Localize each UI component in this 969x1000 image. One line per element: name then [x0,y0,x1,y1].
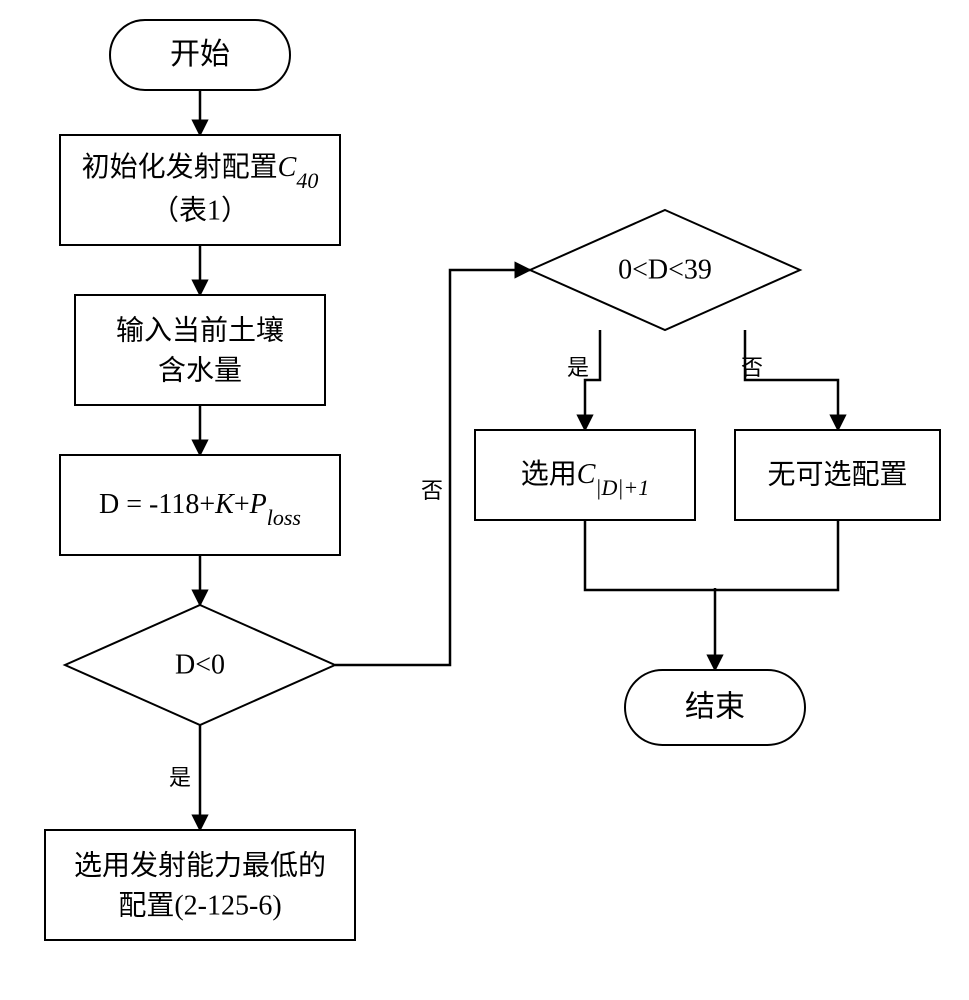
label-input-l1: 输入当前土壤 [116,314,284,346]
label-end: 结束 [685,690,745,723]
node-input [75,295,325,405]
edge-nocfg-join [715,520,838,590]
label-input-l2: 含水量 [158,354,242,386]
edge-label-dec1-dec2: 否 [421,478,443,503]
label-dec1: D<0 [175,649,225,680]
label-init-l2: （表1） [151,194,249,226]
label-lowcfg-l1: 选用发射能力最低的 [74,849,326,881]
edge-label-dec2-select: 是 [567,355,589,380]
edge-label-dec1-lowcfg: 是 [169,765,191,790]
label-nocfg: 无可选配置 [767,458,907,490]
label-start: 开始 [170,38,230,71]
edge-select-join [585,520,715,590]
shapes-layer: 开始初始化发射配置C40（表1）输入当前土壤含水量D = -118+K+Plos… [45,20,940,940]
node-lowcfg [45,830,355,940]
label-dec2: 0<D<39 [618,254,712,285]
edge-label-dec2-nocfg: 否 [741,355,763,380]
label-lowcfg-l2: 配置(2-125-6) [118,890,281,921]
